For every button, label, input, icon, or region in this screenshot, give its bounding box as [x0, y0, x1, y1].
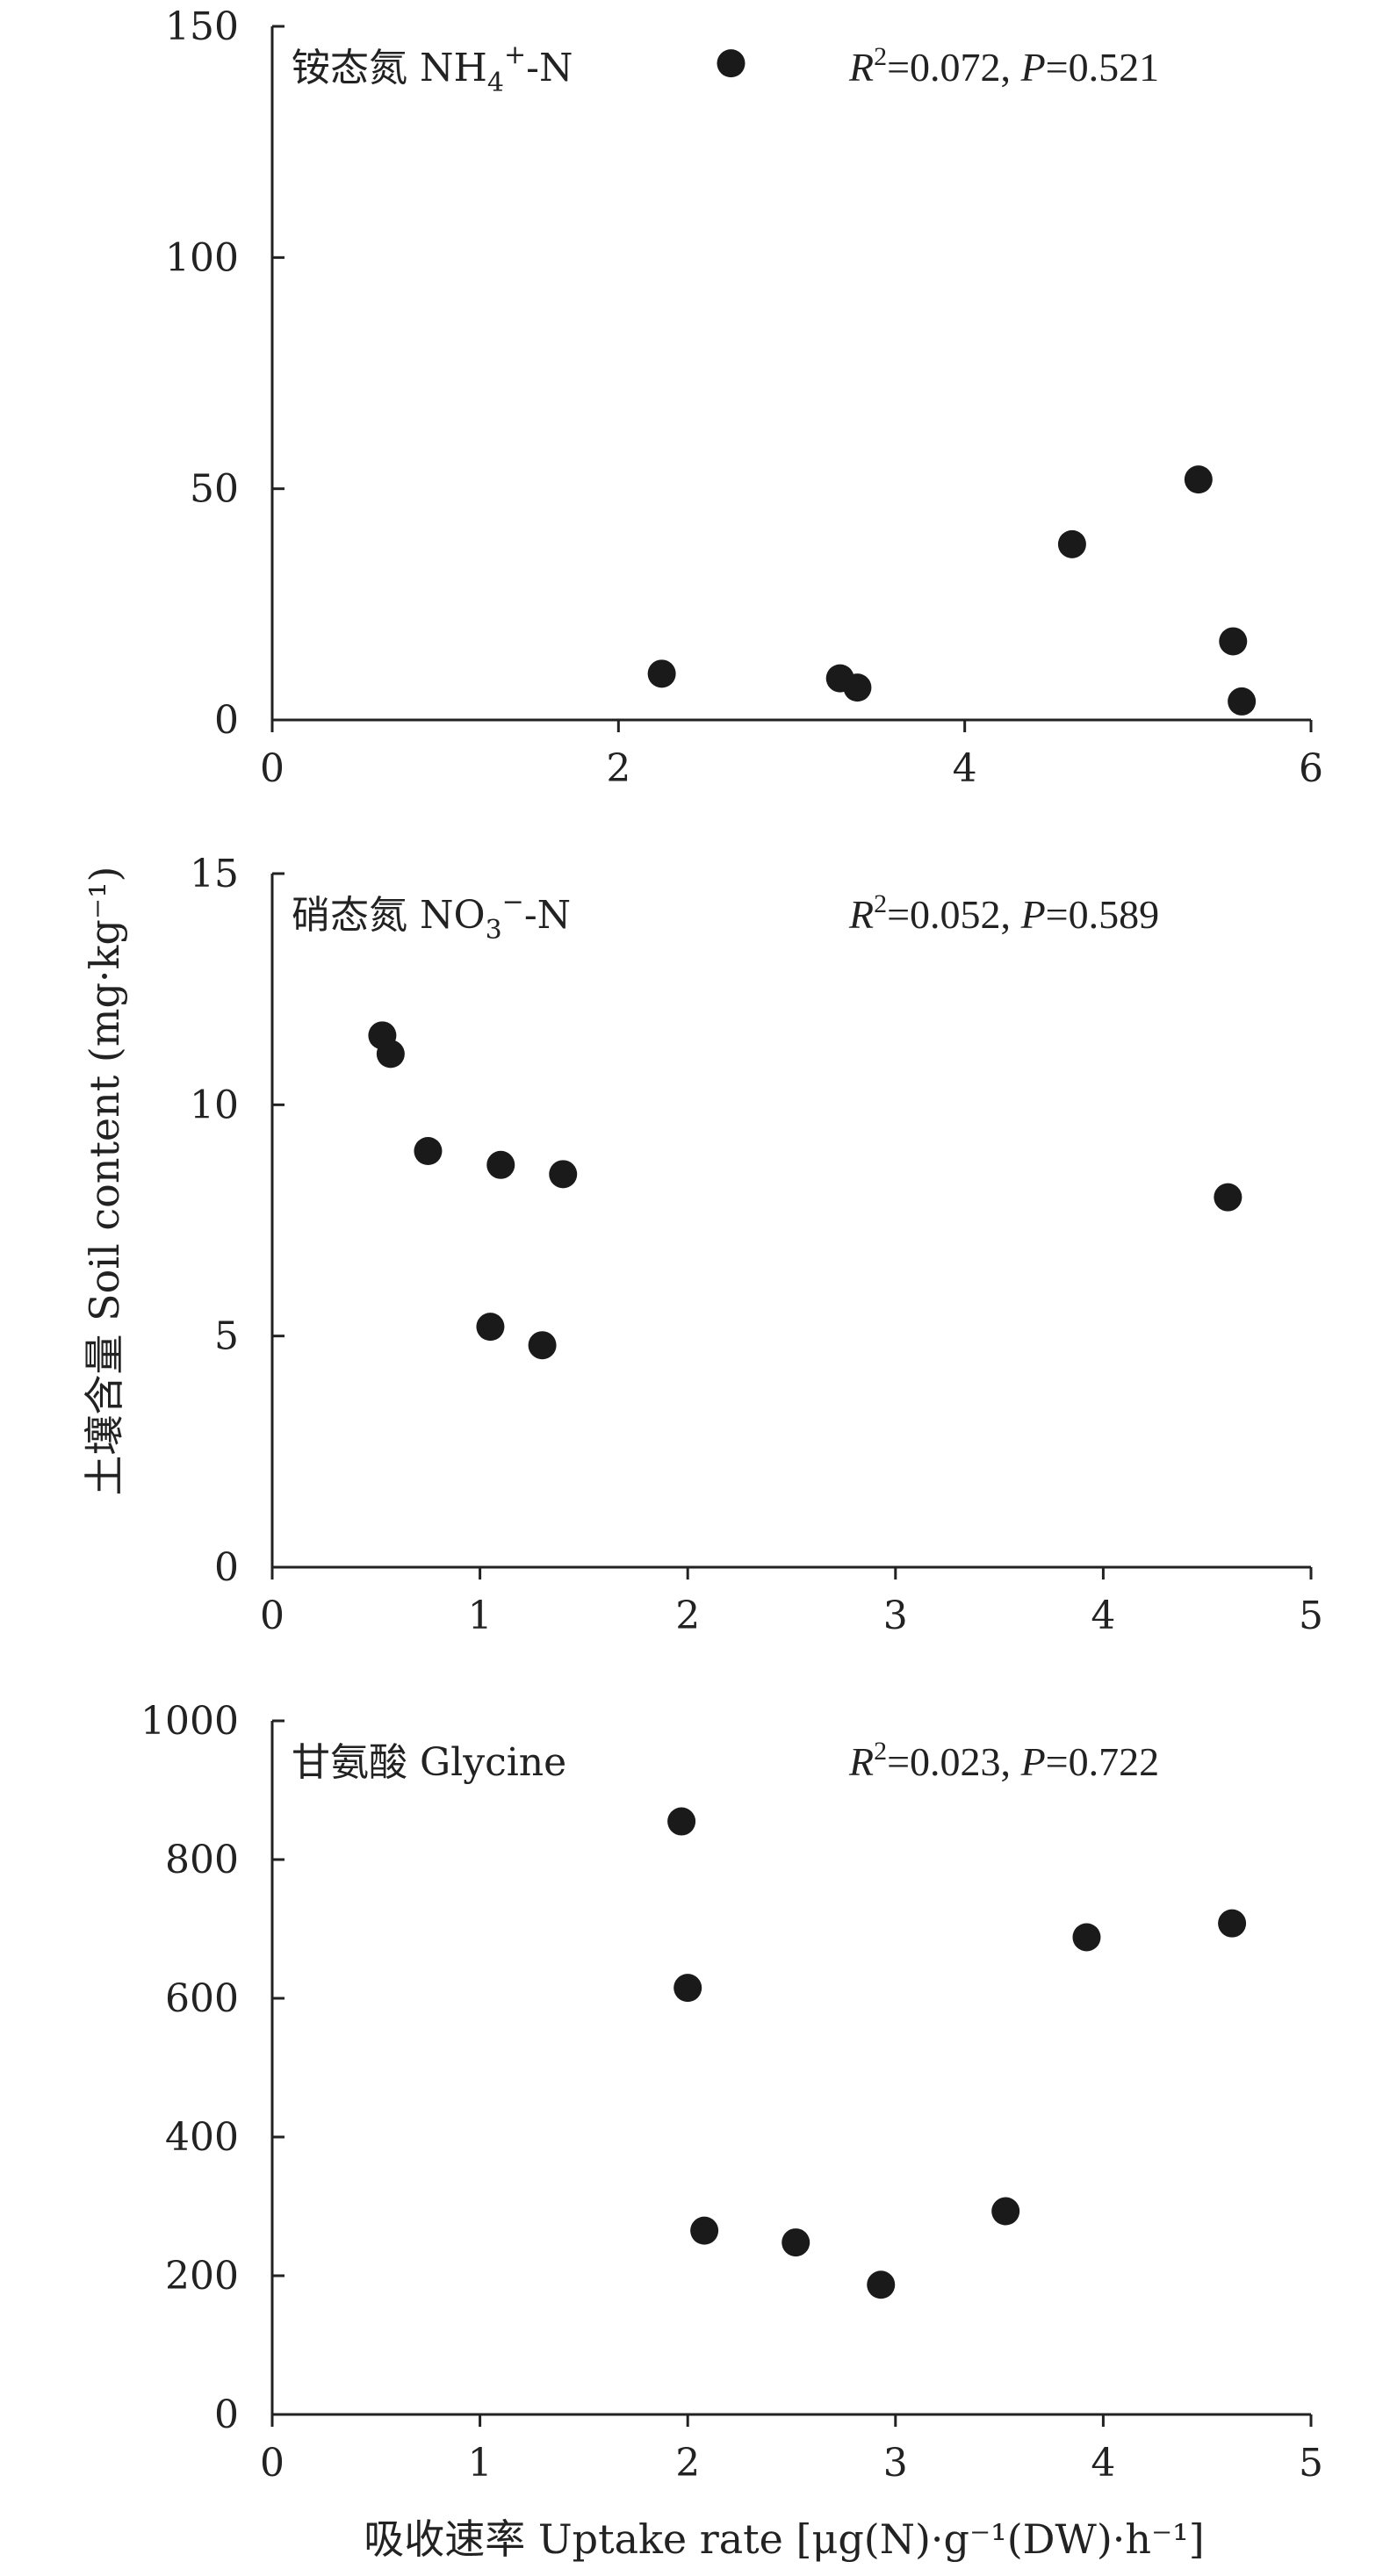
panel-label: 甘氨酸 Glycine: [292, 1740, 566, 1785]
x-tick-label: 1: [468, 2441, 493, 2486]
x-tick-label: 2: [606, 746, 630, 791]
data-point: [647, 659, 676, 688]
data-point: [667, 1807, 696, 1836]
x-tick-label: 0: [260, 1594, 285, 1638]
y-tick-label: 800: [165, 1838, 239, 1882]
data-point: [1228, 687, 1257, 716]
y-tick-label: 600: [165, 1976, 239, 2021]
x-tick-label: 4: [1091, 1594, 1115, 1638]
x-tick-label: 0: [260, 2441, 285, 2486]
x-tick-label: 0: [260, 746, 285, 791]
data-point: [1057, 529, 1086, 558]
data-point: [376, 1040, 405, 1069]
y-axis-title: 土壤含量 Soil content (mg·kg⁻¹): [81, 866, 128, 1495]
stats-label: R2=0.072, P=0.521: [848, 42, 1159, 90]
data-point: [843, 673, 872, 702]
data-point: [1214, 1183, 1243, 1212]
data-point: [782, 2228, 810, 2257]
y-tick-label: 150: [165, 4, 239, 49]
data-point: [1184, 465, 1213, 494]
x-tick-label: 3: [883, 1594, 908, 1638]
x-tick-label: 2: [675, 1594, 700, 1638]
x-tick-label: 4: [953, 746, 977, 791]
panel-3: 0 200 400 600 800 1000 0 1 2 3 4 5 甘氨酸 Glycine R2=0.0…: [140, 1699, 1323, 2486]
data-point: [414, 1137, 443, 1165]
stats-label: R2=0.052, P=0.589: [848, 889, 1159, 937]
data-point: [673, 1974, 702, 2003]
panel-label: 铵态氮 NH4+-N: [292, 40, 573, 98]
y-tick-label: 0: [214, 698, 239, 743]
x-tick-label: 3: [883, 2441, 908, 2486]
y-tick-label: 10: [190, 1083, 239, 1127]
y-tick-label: 1000: [140, 1699, 239, 1744]
x-tick-label: 5: [1299, 1594, 1323, 1638]
x-tick-label: 1: [468, 1594, 493, 1638]
data-point: [549, 1160, 578, 1189]
y-tick-label: 0: [214, 1545, 239, 1590]
y-tick-label: 200: [165, 2254, 239, 2299]
panel-2: 0 5 10 15 0 1 2 3 4 5 硝态氮 NO3−-N R2=0.052, P=0.589: [190, 852, 1323, 1638]
y-tick-label: 400: [165, 2115, 239, 2160]
data-point: [867, 2270, 896, 2299]
stats-label: R2=0.023, P=0.722: [848, 1737, 1159, 1784]
data-point: [476, 1313, 505, 1342]
data-point: [1219, 627, 1248, 656]
data-point: [528, 1331, 557, 1360]
x-axis-title: 吸收速率 Uptake rate [μg(N)·g⁻¹(DW)·h⁻¹]: [364, 2515, 1204, 2563]
data-point: [717, 49, 746, 78]
y-tick-label: 5: [214, 1314, 239, 1359]
data-point: [690, 2216, 719, 2245]
y-tick-label: 50: [190, 467, 239, 512]
data-point: [991, 2197, 1020, 2226]
panel-label: 硝态氮 NO3−-N: [292, 887, 571, 946]
y-tick-label: 0: [214, 2393, 239, 2437]
x-tick-label: 4: [1091, 2441, 1115, 2486]
y-tick-label: 100: [165, 235, 239, 280]
x-tick-label: 6: [1299, 746, 1323, 791]
data-point: [486, 1150, 515, 1179]
y-tick-label: 15: [190, 852, 239, 896]
x-tick-label: 2: [675, 2441, 700, 2486]
data-point: [1072, 1923, 1101, 1952]
x-tick-label: 5: [1299, 2441, 1323, 2486]
panel-1: 0 50 100 150 0 2 4 6 铵态氮 NH4+-N R2=0.072, P=0.521: [165, 4, 1323, 791]
data-point: [1218, 1909, 1247, 1938]
